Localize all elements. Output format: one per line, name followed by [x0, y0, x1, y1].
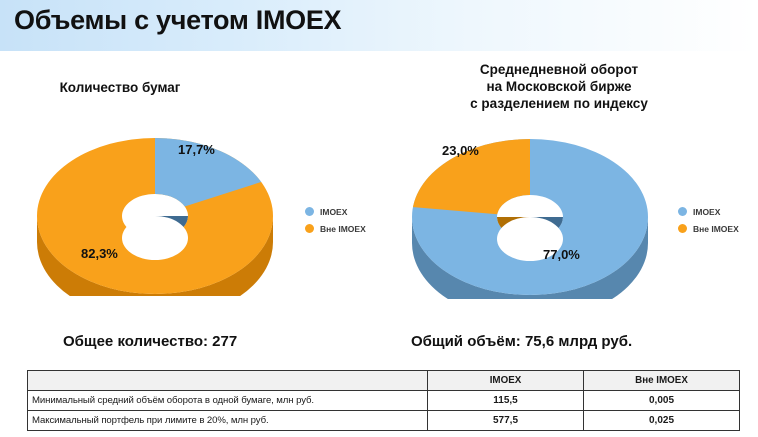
donut-left-orange-side — [37, 216, 273, 320]
legend-label-non-imoex: Вне IMOEX — [693, 223, 739, 234]
chart-title-right-line1: Среднедневной оборот — [479, 62, 639, 77]
caption-total-volume: Общий объём: 75,6 млрд руб. — [411, 333, 633, 350]
legend-dot-orange-icon — [305, 224, 314, 233]
chart-panel-average-turnover: Среднедневной оборот на Московской бирже… — [380, 51, 758, 351]
chart-title-left: Количество бумаг — [59, 80, 181, 95]
legend-dot-blue-icon — [678, 207, 687, 216]
legend-left: IMOEX Вне IMOEX — [305, 203, 366, 237]
table-header-blank — [27, 370, 428, 391]
donut-left-blue-wedge — [155, 138, 272, 217]
slice-label-right-imoex: 77,0% — [543, 247, 580, 262]
donut-chart-average-turnover: 23,0% 77,0% — [390, 99, 680, 321]
chart-panel-securities-count: Количество бумаг 17,7% — [0, 51, 380, 351]
donut-left-hole — [122, 216, 188, 260]
donut-right-blue-side — [412, 217, 648, 321]
chart-title-right-line2: на Московской бирже — [486, 79, 632, 94]
page-title: Объемы с учетом IMOEX — [14, 5, 342, 35]
legend-label-imoex: IMOEX — [320, 206, 348, 217]
donut-right-hole — [497, 217, 563, 261]
donut-chart-securities-count: 17,7% 82,3% — [18, 96, 308, 320]
legend-item-imoex: IMOEX — [305, 203, 366, 220]
table-head: IMOEX Вне IMOEX — [27, 370, 740, 391]
legend-label-imoex: IMOEX — [693, 206, 721, 217]
title-banner — [0, 0, 758, 51]
legend-item-non-imoex: Вне IMOEX — [678, 220, 739, 237]
donut-svg-right — [412, 139, 648, 321]
slice-label-right-non-imoex: 23,0% — [442, 143, 479, 158]
legend-dot-blue-icon — [305, 207, 314, 216]
summary-table: IMOEX Вне IMOEX Минимальный средний объё… — [27, 370, 740, 431]
caption-total-count: Общее количество: 277 — [63, 333, 238, 350]
legend-item-imoex: IMOEX — [678, 203, 739, 220]
chart-title-right-line3: с разделением по индексу — [470, 96, 648, 111]
legend-dot-orange-icon — [678, 224, 687, 233]
table-row: Минимальный средний объём оборота в одно… — [27, 390, 740, 411]
table-body: Минимальный средний объём оборота в одно… — [27, 390, 740, 431]
table-cell-non-imoex: 0,005 — [583, 390, 740, 411]
legend-item-non-imoex: Вне IMOEX — [305, 220, 366, 237]
donut-svg-left — [37, 138, 273, 320]
donut-right-orange-wedge — [412, 139, 530, 218]
slice-label-left-imoex: 17,7% — [178, 142, 215, 157]
legend-label-non-imoex: Вне IMOEX — [320, 223, 366, 234]
table-header-row: IMOEX Вне IMOEX — [27, 370, 740, 391]
table-row: Максимальный портфель при лимите в 20%, … — [27, 410, 740, 431]
table-cell-label: Минимальный средний объём оборота в одно… — [27, 390, 428, 411]
table-cell-non-imoex: 0,025 — [583, 410, 740, 431]
table-cell-imoex: 577,5 — [427, 410, 584, 431]
chart-title-right: Среднедневной оборот на Московской бирже… — [370, 61, 748, 112]
legend-right: IMOEX Вне IMOEX — [678, 203, 739, 237]
slice-label-left-non-imoex: 82,3% — [81, 246, 118, 261]
table-cell-imoex: 115,5 — [427, 390, 584, 411]
table-header-imoex: IMOEX — [427, 370, 584, 391]
table-header-non-imoex: Вне IMOEX — [583, 370, 740, 391]
table-cell-label: Максимальный портфель при лимите в 20%, … — [27, 410, 428, 431]
